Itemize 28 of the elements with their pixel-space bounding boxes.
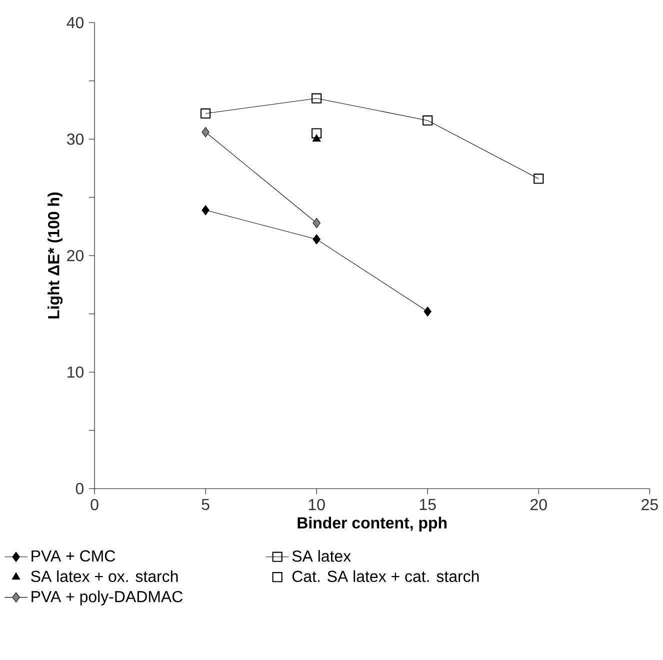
x-tick-label: 15	[420, 498, 436, 510]
y-tick-label: 10	[68, 366, 84, 378]
point	[312, 234, 320, 244]
point	[312, 128, 322, 138]
y-tick-label: 20	[67, 250, 84, 262]
point	[312, 218, 320, 228]
y-axis-title: Light ΔE* (100 h)	[48, 192, 63, 318]
point	[424, 306, 432, 316]
legend-label: PVA + CMC	[32, 550, 116, 562]
x-tick-label: 20	[530, 498, 547, 510]
legend-label: SA latex + ox. starch	[31, 570, 178, 582]
y-tick-label: 30	[66, 133, 84, 145]
y-tick-label: 0	[76, 482, 84, 494]
legend-label: PVA + poly-DADMAC	[32, 590, 183, 606]
legend-label: Cat. SA latex + cat. starch	[292, 570, 479, 582]
point	[202, 204, 210, 216]
point	[422, 115, 433, 126]
point	[202, 126, 210, 138]
point	[200, 108, 211, 118]
x-tick-label: 10	[308, 498, 325, 510]
x-tick-label: 0	[90, 498, 98, 510]
x-tick-label: 5	[202, 498, 210, 510]
point	[534, 174, 544, 184]
x-tick-label: 25	[642, 498, 658, 510]
point	[312, 93, 322, 104]
x-axis-title: Binder content, pph	[298, 516, 447, 532]
y-tick-label: 40	[66, 16, 84, 28]
legend-label: SA latex	[292, 550, 351, 562]
